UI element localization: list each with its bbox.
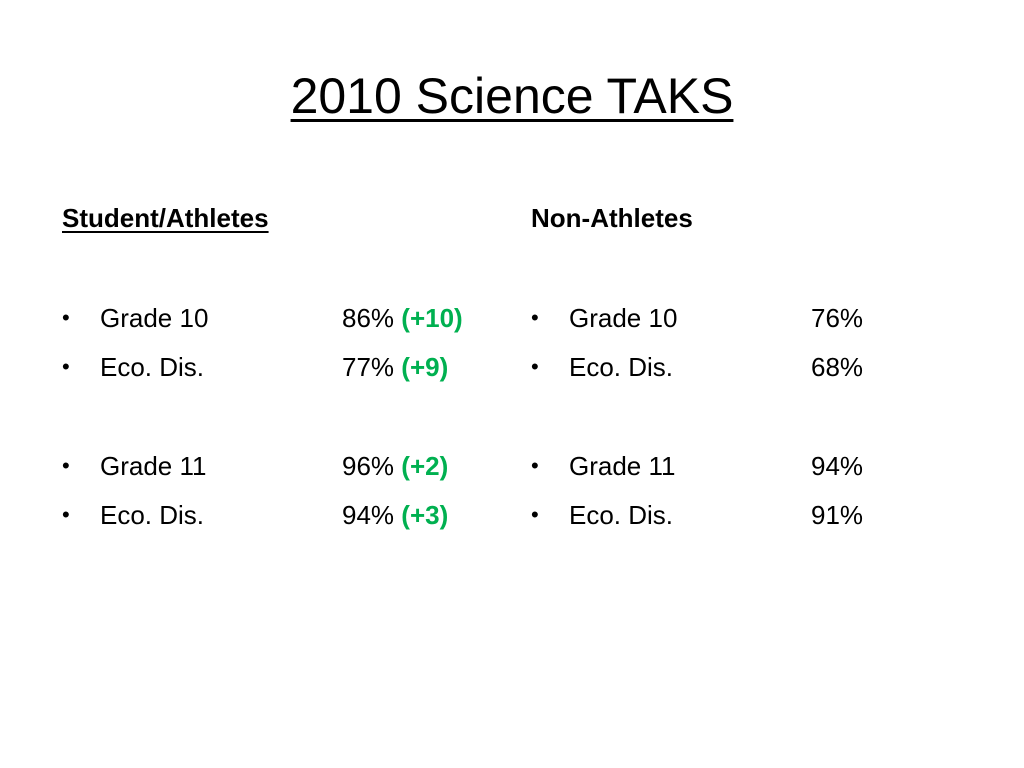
bullet-icon: • [62,354,70,379]
bullet-icon: • [531,354,539,379]
row-value-group: 68% [811,349,863,385]
row-label: Eco. Dis. [569,352,674,382]
bullet-icon: • [531,453,539,478]
list-item: • Grade 11 96% (+2) [62,448,502,497]
row-value: 96% [342,451,395,481]
row-value: 68% [811,352,864,382]
list-item: • Grade 10 76% [531,300,971,349]
row-value-group: 91% [811,497,863,533]
non-athletes-column: Non-Athletes • Grade 10 76% • Eco. Dis. … [531,200,971,546]
bullet-icon: • [531,305,539,330]
row-value: 86% [342,303,395,333]
student-athletes-group-grade-10: • Grade 10 86% (+10) • Eco. Dis. 77% (+9… [62,300,502,398]
row-label: Grade 11 [100,451,207,481]
row-change: (+3) [401,500,449,530]
bullet-icon: • [62,453,70,478]
bullet-icon: • [62,502,70,527]
row-label: Grade 10 [569,303,678,333]
row-change: (+9) [401,352,449,382]
row-value-group: 76% [811,300,863,336]
non-athletes-heading: Non-Athletes [531,203,693,233]
row-label: Eco. Dis. [569,500,674,530]
row-value-group: 94% (+3) [342,497,448,533]
non-athletes-group-grade-11: • Grade 11 94% • Eco. Dis. 91% [531,448,971,546]
row-value: 94% [342,500,395,530]
row-value-group: 77% (+9) [342,349,448,385]
row-value: 94% [811,451,864,481]
list-item: • Grade 10 86% (+10) [62,300,502,349]
list-item: • Eco. Dis. 77% (+9) [62,349,502,398]
list-item: • Eco. Dis. 68% [531,349,971,398]
student-athletes-column: Student/Athletes • Grade 10 86% (+10) • … [62,200,502,546]
row-value-group: 94% [811,448,863,484]
row-label: Grade 11 [569,451,676,481]
bullet-icon: • [531,502,539,527]
list-item: • Eco. Dis. 94% (+3) [62,497,502,546]
row-value-group: 96% (+2) [342,448,448,484]
row-value: 76% [811,303,864,333]
row-change: (+10) [401,303,463,333]
list-item: • Grade 11 94% [531,448,971,497]
student-athletes-heading: Student/Athletes [62,203,269,233]
slide-title: 2010 Science TAKS [290,68,734,124]
row-value-group: 86% (+10) [342,300,463,336]
row-label: Eco. Dis. [100,352,205,382]
row-value: 91% [811,500,864,530]
row-value: 77% [342,352,395,382]
row-label: Eco. Dis. [100,500,205,530]
list-item: • Eco. Dis. 91% [531,497,971,546]
bullet-icon: • [62,305,70,330]
non-athletes-group-grade-10: • Grade 10 76% • Eco. Dis. 68% [531,300,971,398]
row-change: (+2) [401,451,449,481]
student-athletes-group-grade-11: • Grade 11 96% (+2) • Eco. Dis. 94% (+3) [62,448,502,546]
row-label: Grade 10 [100,303,209,333]
